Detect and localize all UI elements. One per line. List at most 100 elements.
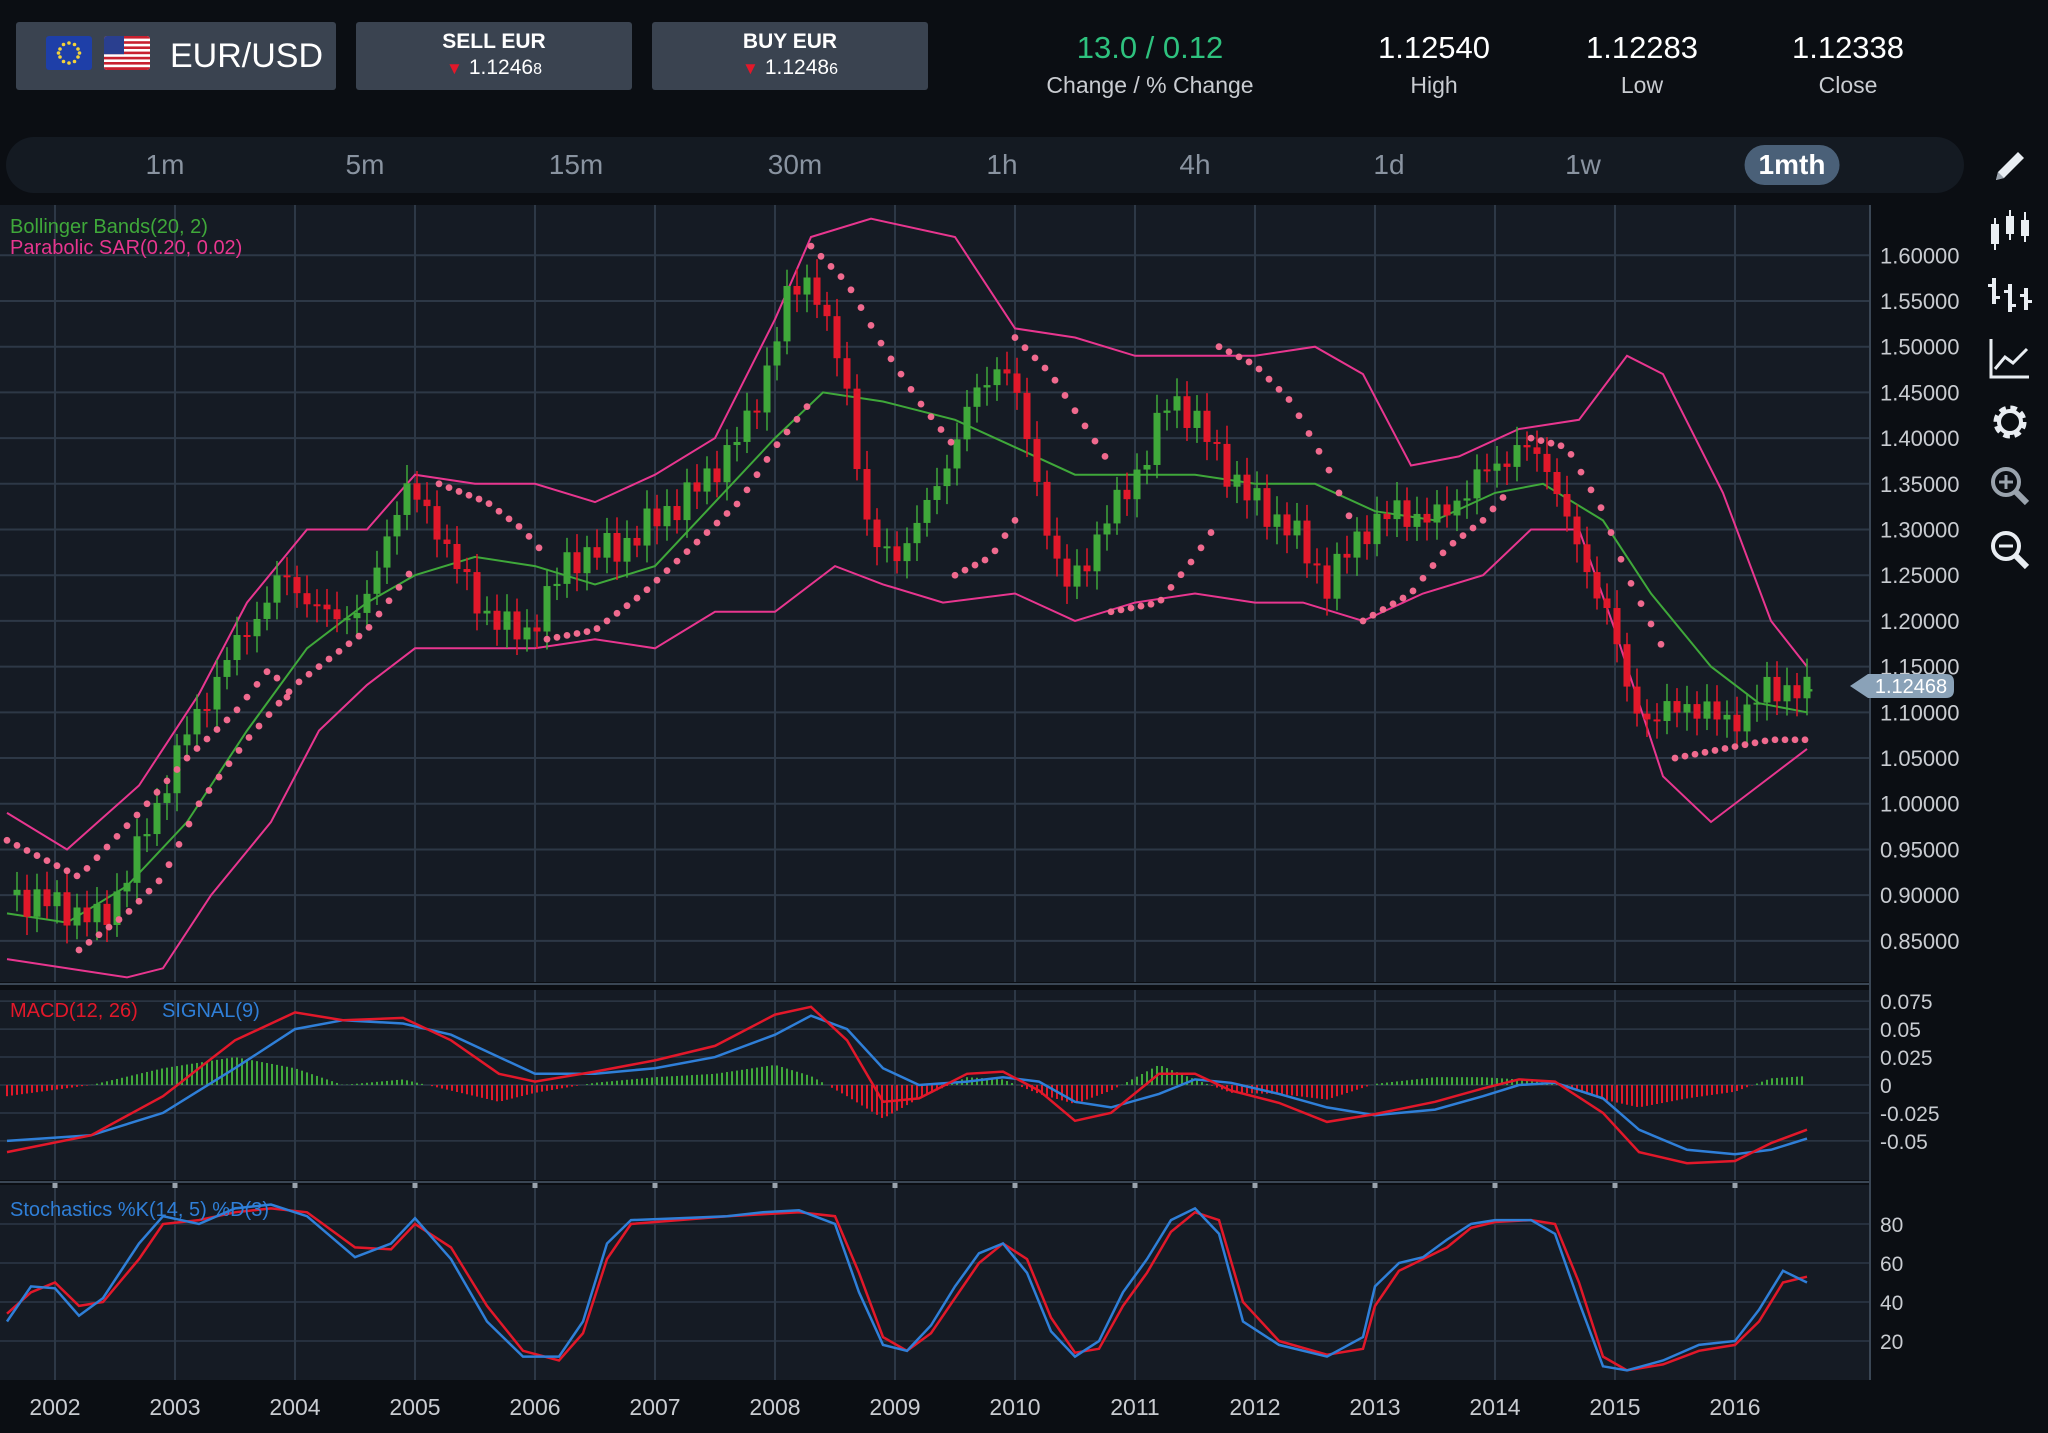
stoch-tick-label: 20 xyxy=(1880,1331,1903,1354)
timeframe-15m[interactable]: 15m xyxy=(548,149,604,180)
sar-dot xyxy=(1345,512,1353,520)
timeframe-30m[interactable]: 30m xyxy=(767,149,823,180)
sar-dot xyxy=(13,841,21,849)
change-value: 13.0 / 0.12 xyxy=(1076,30,1224,65)
candle-body xyxy=(703,468,711,492)
candle-body xyxy=(1723,714,1731,720)
candle-body xyxy=(1223,443,1231,487)
timeframe-4h[interactable]: 4h xyxy=(1179,149,1211,180)
timeframe-1h[interactable]: 1h xyxy=(986,149,1018,180)
year-tick-label: 2007 xyxy=(629,1394,680,1420)
candle-body xyxy=(623,537,631,562)
sar-dot xyxy=(713,519,721,527)
candle-body xyxy=(1103,523,1111,535)
sell-label: SELL EUR xyxy=(442,30,546,53)
sar-dot xyxy=(703,529,711,536)
sar-dot xyxy=(1671,754,1679,762)
sar-dot xyxy=(733,500,741,508)
sar-dot xyxy=(927,413,935,421)
sar-dot xyxy=(1657,640,1665,648)
sar-dot xyxy=(573,630,581,637)
sar-dot xyxy=(1597,504,1605,512)
sar-dot xyxy=(1011,516,1019,524)
candle-body xyxy=(1263,488,1271,527)
sar-dot xyxy=(1315,447,1323,455)
price-down-icon: ▼ xyxy=(446,59,463,78)
candle-body xyxy=(1353,531,1361,558)
price-tick-label: 1.10000 xyxy=(1880,700,1960,725)
candle-body xyxy=(1613,608,1621,645)
sar-dot xyxy=(1001,532,1009,540)
bollinger-legend: Bollinger Bands(20, 2) xyxy=(10,216,208,238)
sar-dot xyxy=(1295,412,1303,420)
sar-legend: Parabolic SAR(0.20, 0.02) xyxy=(10,237,242,259)
sar-dot xyxy=(867,321,875,329)
candle-body xyxy=(63,892,71,926)
sar-dot xyxy=(971,561,979,569)
macd-tick-label: -0.05 xyxy=(1880,1131,1928,1154)
price-tick-label: 1.50000 xyxy=(1880,335,1960,360)
line-chart-icon[interactable] xyxy=(1984,332,2036,384)
sar-dot xyxy=(1627,579,1635,587)
sar-dot xyxy=(85,938,93,946)
candle-body xyxy=(1323,565,1331,599)
candle-body xyxy=(483,610,491,614)
timeframe-1mth[interactable]: 1mth xyxy=(1744,145,1840,185)
sar-dot xyxy=(295,678,303,686)
sar-dot xyxy=(275,699,283,707)
sar-dot xyxy=(753,471,761,479)
high-value: 1.12540 xyxy=(1377,30,1491,65)
macd-tick-label: 0.025 xyxy=(1880,1047,1933,1070)
candle-body xyxy=(653,508,661,527)
sar-dot xyxy=(195,800,203,808)
candle-body xyxy=(253,618,261,637)
candle-body xyxy=(273,575,281,603)
sar-dot xyxy=(1647,620,1655,628)
candle-body xyxy=(1403,500,1411,527)
timeframe-5m[interactable]: 5m xyxy=(345,149,385,180)
sar-dot xyxy=(837,273,845,281)
timeframe-1d[interactable]: 1d xyxy=(1373,149,1405,180)
sar-dot xyxy=(203,735,211,743)
candle-body xyxy=(773,341,781,366)
candle-body xyxy=(1473,469,1481,499)
sar-dot xyxy=(1547,439,1555,447)
candle-body xyxy=(583,547,591,574)
timeframe-1w[interactable]: 1w xyxy=(1565,149,1601,180)
year-tick-label: 2002 xyxy=(29,1394,80,1420)
sar-dot xyxy=(937,426,945,433)
price-panel-bg xyxy=(0,205,1870,982)
candle-body xyxy=(263,602,271,619)
sar-dot xyxy=(817,252,825,260)
sar-dot xyxy=(145,887,153,895)
macd-tick-label: 0.05 xyxy=(1880,1019,1921,1042)
sar-dot xyxy=(525,532,533,540)
sell-button[interactable]: SELL EUR ▼ 1.12468 xyxy=(356,22,632,90)
candle-body xyxy=(1053,535,1061,559)
buy-button[interactable]: BUY EUR ▼ 1.12486 xyxy=(652,22,928,90)
candle-body xyxy=(453,543,461,570)
sar-dot xyxy=(365,623,373,631)
zoom-out-icon[interactable] xyxy=(1984,524,2036,576)
timeframe-1m[interactable]: 1m xyxy=(145,149,185,180)
price-tick-label: 1.35000 xyxy=(1880,472,1960,497)
pencil-icon[interactable] xyxy=(1984,140,2036,192)
candle-body xyxy=(1673,701,1681,713)
gear-icon[interactable] xyxy=(1984,396,2036,448)
candlesticks xyxy=(13,259,1813,944)
candle-body xyxy=(593,547,601,558)
ohlc-bars-icon[interactable] xyxy=(1984,268,2036,320)
close-stat: 1.12338 Close xyxy=(1788,28,1908,100)
sell-price: ▼ 1.12468 xyxy=(446,56,542,79)
candlestick-icon[interactable] xyxy=(1984,204,2036,256)
candle-body xyxy=(53,892,61,907)
sar-dot xyxy=(133,811,141,819)
sar-dot xyxy=(125,908,133,915)
candle-body xyxy=(373,567,381,594)
sar-dot xyxy=(827,263,835,270)
sar-dot xyxy=(315,663,323,671)
currency-pair-selector[interactable]: EUR/USD xyxy=(16,22,336,90)
candle-body xyxy=(903,543,911,562)
zoom-in-icon[interactable] xyxy=(1984,460,2036,512)
